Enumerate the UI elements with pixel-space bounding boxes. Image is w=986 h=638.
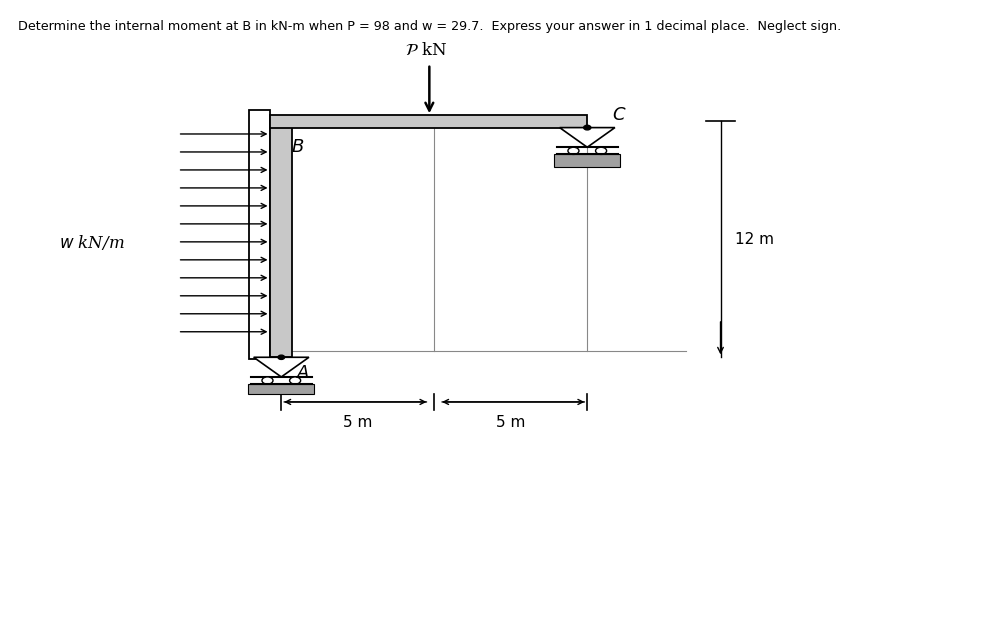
Text: $C$: $C$ [611,106,626,124]
Text: 5 m: 5 m [343,415,372,430]
Text: $\mathcal{P}$ kN: $\mathcal{P}$ kN [404,41,447,59]
Text: Determine the internal moment at B in kN-m when P = 98 and w = 29.7.  Express yo: Determine the internal moment at B in kN… [18,20,840,33]
Text: 12 m: 12 m [735,232,774,247]
Polygon shape [559,128,614,147]
Circle shape [595,147,606,154]
Text: $B$: $B$ [291,138,304,156]
Bar [270,115,587,128]
Bar [270,121,292,357]
Bar [553,154,620,167]
Bar [247,384,315,394]
Circle shape [567,147,579,154]
Circle shape [261,377,273,384]
Circle shape [583,125,591,130]
Circle shape [289,377,301,384]
Bar [248,110,270,359]
Text: $w$ kN/m: $w$ kN/m [59,233,125,252]
Polygon shape [253,357,309,377]
Circle shape [278,355,284,359]
Text: $A$: $A$ [296,364,310,382]
Text: 5 m: 5 m [496,415,525,430]
